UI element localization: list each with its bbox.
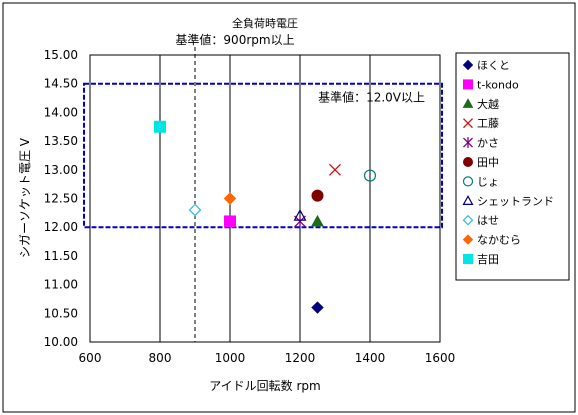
x-tick-label: 800 bbox=[149, 351, 172, 365]
y-tick-label: 12.50 bbox=[44, 192, 78, 206]
legend-entry-label: 工藤 bbox=[477, 117, 499, 130]
y-tick-label: 11.00 bbox=[44, 278, 78, 292]
plot-area bbox=[89, 54, 441, 343]
data-point bbox=[223, 192, 237, 205]
legend-entry-label: なかむら bbox=[477, 234, 521, 247]
data-point bbox=[188, 203, 202, 217]
data-point bbox=[224, 215, 236, 228]
legend-marker bbox=[462, 59, 474, 71]
rpm-reference-label: 基準値：900rpm以上 bbox=[175, 32, 294, 47]
y-tick-label: 10.00 bbox=[44, 335, 78, 349]
x-tick-label: 1000 bbox=[215, 351, 246, 365]
data-point bbox=[154, 120, 166, 133]
legend-entry-label: シェットランド bbox=[477, 195, 554, 208]
legend-marker bbox=[463, 157, 473, 167]
legend-marker bbox=[462, 234, 474, 245]
x-axis-label: アイドル回転数 rpm bbox=[209, 378, 320, 393]
legend-entry-label: はせ bbox=[477, 214, 499, 227]
legend-marker bbox=[462, 176, 474, 187]
data-point bbox=[329, 163, 341, 176]
data-point bbox=[363, 169, 377, 182]
x-tick-label: 1200 bbox=[285, 351, 316, 365]
tick-labels: 600 800 1000 1200 1400 1600 10.00 10.50 11.00 11.… bbox=[44, 48, 456, 365]
legend-marker bbox=[462, 98, 474, 108]
legend-marker bbox=[463, 79, 473, 90]
legend-entry-label: ほくと bbox=[477, 59, 510, 72]
y-tick-label: 13.00 bbox=[44, 163, 78, 177]
y-tick-label: 12.00 bbox=[44, 220, 78, 234]
reference-band bbox=[83, 82, 443, 229]
voltage-reference-label: 基準値：12.0V以上 bbox=[318, 90, 425, 105]
y-tick-label: 13.50 bbox=[44, 134, 78, 148]
x-tick-label: 600 bbox=[79, 351, 102, 365]
y-tick-label: 11.50 bbox=[44, 249, 78, 263]
y-tick-label: 15.00 bbox=[44, 48, 78, 62]
legend-entry-label: 田中 bbox=[477, 156, 499, 169]
data-point bbox=[311, 301, 324, 314]
data-point bbox=[311, 189, 324, 202]
chart-title: 全負荷時電圧 bbox=[232, 16, 298, 30]
legend-marker bbox=[463, 254, 473, 264]
legend-marker bbox=[463, 118, 473, 129]
legend-entry-label: t-kondo bbox=[477, 78, 519, 91]
x-tick-label: 1400 bbox=[355, 351, 386, 365]
y-tick-label: 14.00 bbox=[44, 105, 78, 119]
y-axis-label: シガーソケット電圧 V bbox=[18, 137, 32, 258]
y-tick-label: 10.50 bbox=[44, 306, 78, 320]
x-tick-label: 1600 bbox=[425, 351, 456, 365]
legend-entry-label: じょ bbox=[477, 175, 499, 188]
legend-marker bbox=[463, 137, 473, 149]
legend-entry-label: 吉田 bbox=[477, 253, 499, 266]
legend-marker bbox=[462, 214, 474, 226]
legend bbox=[455, 52, 570, 281]
legend-entry-label: 大越 bbox=[477, 97, 499, 111]
data-point bbox=[293, 208, 307, 221]
legend-marker bbox=[462, 195, 474, 205]
legend-entry-label: かさ bbox=[477, 137, 499, 150]
data-points bbox=[154, 120, 377, 314]
y-tick-label: 14.50 bbox=[44, 77, 78, 91]
data-point bbox=[311, 214, 324, 227]
